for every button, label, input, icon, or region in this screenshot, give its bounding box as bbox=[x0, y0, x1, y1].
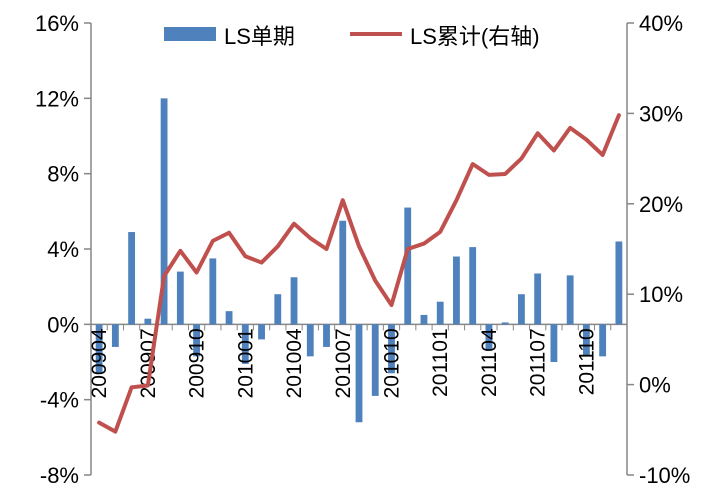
bar-200909 bbox=[177, 272, 184, 325]
right-y-tick-label: -10% bbox=[639, 463, 690, 488]
x-tick-label: 201010 bbox=[380, 328, 403, 398]
bar-200912 bbox=[226, 311, 233, 324]
bar-200911 bbox=[209, 258, 216, 324]
bar-201106 bbox=[518, 294, 525, 324]
x-tick-label: 201004 bbox=[283, 328, 306, 398]
x-tick-label: 200910 bbox=[186, 328, 209, 398]
right-y-tick-label: 0% bbox=[639, 373, 671, 398]
bar-201011 bbox=[404, 208, 411, 325]
bar-201008 bbox=[356, 324, 363, 422]
x-tick-label: 201110 bbox=[575, 328, 598, 395]
left-y-tick-label: -4% bbox=[40, 388, 79, 413]
left-y-tick-label: 16% bbox=[35, 11, 79, 36]
left-y-tick-label: 8% bbox=[47, 162, 79, 187]
right-y-tick-label: 30% bbox=[639, 101, 683, 126]
legend-swatch-bar bbox=[164, 27, 216, 41]
x-tick-label: 201104 bbox=[478, 328, 501, 397]
bar-201112 bbox=[615, 241, 622, 324]
legend-label-bar: LS单期 bbox=[224, 24, 295, 49]
bar-201103 bbox=[469, 247, 476, 324]
left-y-tick-label: 12% bbox=[35, 86, 79, 111]
bar-201006 bbox=[323, 324, 330, 347]
bar-201009 bbox=[372, 324, 379, 396]
bar-200907 bbox=[144, 319, 151, 325]
bar-201102 bbox=[453, 257, 460, 325]
bar-201107 bbox=[534, 273, 541, 324]
legend-label-line: LS累计(右轴) bbox=[410, 24, 540, 49]
bar-200906 bbox=[128, 232, 135, 324]
bar-201108 bbox=[550, 324, 557, 362]
bar-201111 bbox=[599, 324, 606, 356]
bar-201101 bbox=[437, 302, 444, 325]
x-tick-label: 201007 bbox=[332, 328, 355, 398]
x-tick-label: 201107 bbox=[527, 328, 550, 397]
bar-201005 bbox=[307, 324, 314, 356]
right-y-tick-label: 40% bbox=[639, 11, 683, 36]
bar-201002 bbox=[258, 324, 265, 339]
x-tick-label: 201101 bbox=[429, 328, 452, 397]
bar-201109 bbox=[567, 275, 574, 324]
bar-200905 bbox=[112, 324, 119, 347]
bar-201004 bbox=[291, 277, 298, 324]
right-y-tick-label: 20% bbox=[639, 192, 683, 217]
right-y-tick-label: 10% bbox=[639, 282, 683, 307]
x-tick-label: 201001 bbox=[234, 328, 257, 398]
bar-201012 bbox=[421, 315, 428, 324]
bar-201003 bbox=[274, 294, 281, 324]
bar-201007 bbox=[339, 221, 346, 325]
x-tick-label: 200904 bbox=[88, 328, 111, 398]
bar-201105 bbox=[502, 322, 509, 324]
left-y-tick-label: 0% bbox=[47, 312, 79, 337]
left-y-tick-label: -8% bbox=[40, 463, 79, 488]
left-y-tick-label: 4% bbox=[47, 237, 79, 262]
